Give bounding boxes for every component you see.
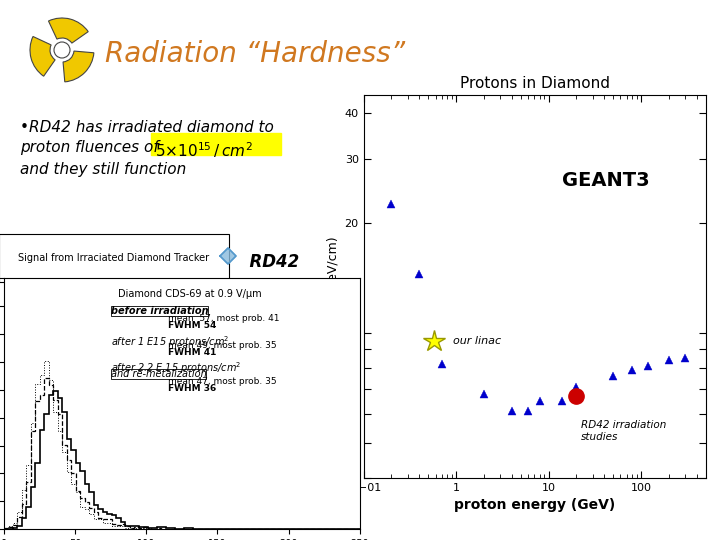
- Title: Protons in Diamond: Protons in Diamond: [459, 76, 610, 91]
- Text: FWHM 36: FWHM 36: [168, 384, 216, 393]
- Text: GEANT3: GEANT3: [562, 171, 649, 190]
- Wedge shape: [30, 37, 55, 76]
- Wedge shape: [48, 18, 89, 43]
- Text: FWHM 54: FWHM 54: [168, 321, 216, 330]
- Text: mean 47, most prob. 35: mean 47, most prob. 35: [168, 377, 276, 386]
- Text: Radiation “Hardness”: Radiation “Hardness”: [105, 40, 405, 68]
- Text: •RD42 has irradiated diamond to: •RD42 has irradiated diamond to: [20, 120, 274, 135]
- Text: $5{\times}10^{15}\,/\,cm^2$: $5{\times}10^{15}\,/\,cm^2$: [155, 140, 253, 160]
- Text: and they still function: and they still function: [20, 162, 186, 177]
- Text: proton fluences of: proton fluences of: [20, 140, 163, 155]
- Text: mean  57, most prob. 41: mean 57, most prob. 41: [168, 314, 279, 323]
- Text: FWHM 41: FWHM 41: [168, 348, 216, 357]
- Polygon shape: [220, 248, 236, 264]
- Text: mean 49, most prob. 35: mean 49, most prob. 35: [168, 341, 276, 350]
- Text: RD42 irradiation
studies: RD42 irradiation studies: [581, 420, 666, 442]
- FancyBboxPatch shape: [151, 133, 281, 155]
- Text: Signal from Irraciated Diamond Tracker: Signal from Irraciated Diamond Tracker: [18, 253, 209, 263]
- Y-axis label: dE/dx (MeV/cm): dE/dx (MeV/cm): [326, 237, 339, 336]
- Text: Diamond CDS-69 at 0.9 V/μm: Diamond CDS-69 at 0.9 V/μm: [117, 289, 261, 299]
- Text: and re-metalization: and re-metalization: [111, 369, 206, 379]
- Text: before irradiation: before irradiation: [111, 306, 208, 316]
- Text: our linac: our linac: [453, 336, 501, 346]
- Wedge shape: [63, 51, 94, 82]
- Text: after 2.2 E 15 protons/cm$^2$: after 2.2 E 15 protons/cm$^2$: [111, 360, 241, 376]
- X-axis label: proton energy (GeV): proton energy (GeV): [454, 498, 615, 512]
- Text: RD42: RD42: [238, 253, 300, 271]
- Text: after 1 E15 protons/cm$^2$: after 1 E15 protons/cm$^2$: [111, 334, 229, 350]
- Circle shape: [54, 42, 70, 58]
